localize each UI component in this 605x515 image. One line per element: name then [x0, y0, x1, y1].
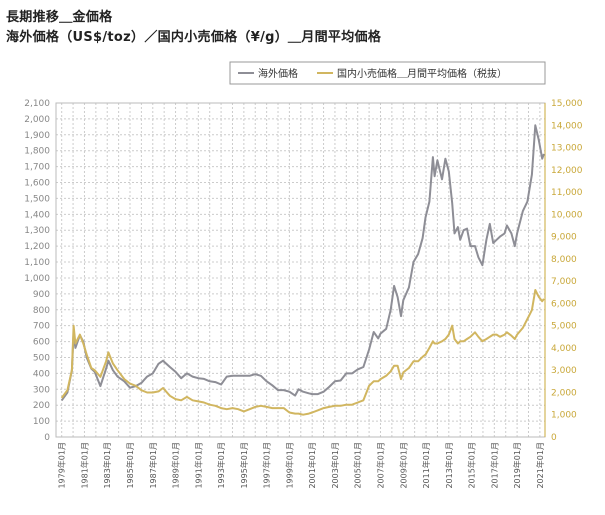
y-right-tick-label: 0 [551, 433, 557, 443]
y-left-tick-label: 2,000 [24, 115, 50, 125]
y-right-tick-label: 8,000 [551, 255, 577, 265]
x-tick-label: 1981年01月 [79, 442, 89, 489]
x-tick-label: 1999年01月 [284, 442, 294, 489]
x-tick-label: 1985年01月 [125, 442, 135, 489]
y-right-tick-label: 6,000 [551, 299, 577, 309]
y-left-tick-label: 1,500 [24, 194, 50, 204]
y-left-tick-label: 1,700 [24, 163, 50, 173]
y-right-tick-label: 15,000 [551, 99, 583, 109]
grid [55, 102, 546, 438]
x-tick-label: 2009年01月 [398, 442, 408, 489]
x-tick-label: 2003年01月 [330, 442, 340, 489]
series-line-2 [60, 289, 545, 416]
legend: 海外価格 国内小売価格＿月間平均価格（税抜） [229, 61, 546, 85]
y-left-tick-label: 200 [33, 401, 50, 411]
y-right-tick-label: 9,000 [551, 233, 577, 243]
y-left-tick-label: 1,200 [24, 242, 50, 252]
y-left-tick-label: 1,900 [24, 131, 50, 141]
legend-label: 海外価格 [258, 67, 298, 80]
x-tick-label: 1997年01月 [262, 442, 272, 489]
x-tick-label: 1991年01月 [193, 442, 203, 489]
y-left-tick-label: 1,100 [24, 258, 50, 268]
x-tick-label: 2005年01月 [353, 442, 363, 489]
series-line-1 [60, 124, 545, 401]
chart-title: 長期推移＿金価格 [6, 10, 113, 25]
x-tick-label: 1987年01月 [148, 442, 158, 489]
y-left-tick-label: 100 [33, 417, 50, 427]
legend-label: 国内小売価格＿月間平均価格（税抜） [337, 67, 507, 80]
x-tick-label: 1993年01月 [216, 442, 226, 489]
y-right-tick-label: 3,000 [551, 366, 577, 376]
y-left-tick-label: 400 [33, 369, 50, 379]
y-right-tick-label: 13,000 [551, 144, 583, 154]
y-right-tick-label: 7,000 [551, 277, 577, 287]
y-right-tick-label: 12,000 [551, 166, 583, 176]
y-right-tick-label: 5,000 [551, 322, 577, 332]
x-tick-label: 2011年01月 [421, 442, 431, 489]
y-left-tick-label: 2,100 [24, 99, 50, 109]
x-tick-label: 2013年01月 [444, 442, 454, 489]
y-left-tick-label: 1,000 [24, 274, 50, 284]
y-right-tick-label: 14,000 [551, 121, 583, 131]
x-tick-label: 2007年01月 [375, 442, 385, 489]
y-right-tick-label: 11,000 [551, 188, 583, 198]
y-left-tick-label: 1,800 [24, 147, 50, 157]
y-left-tick-label: 300 [33, 385, 50, 395]
y-left-tick-label: 0 [44, 433, 50, 443]
y-left-tick-label: 1,400 [24, 210, 50, 220]
x-tick-label: 2015年01月 [467, 442, 477, 489]
y-right-tick-label: 10,000 [551, 210, 583, 220]
y-left-tick-label: 500 [33, 353, 50, 363]
y-left-tick-label: 600 [33, 338, 50, 348]
x-tick-label: 2021年01月 [535, 442, 545, 489]
x-tick-label: 1979年01月 [57, 442, 67, 489]
legend-box [229, 61, 546, 85]
x-tick-label: 1995年01月 [239, 442, 249, 489]
axes: 0 100 200 300 400 500 600 700 800 900 1,000 1,100 1,… [24, 99, 583, 489]
y-left-tick-label: 700 [33, 322, 50, 332]
chart-subtitle: 海外価格（US$/toz）／国内小売価格（¥/g）＿月間平均価格 [6, 30, 382, 45]
x-tick-label: 2019年01月 [512, 442, 522, 489]
y-left-tick-label: 1,300 [24, 226, 50, 236]
x-tick-label: 1989年01月 [171, 442, 181, 489]
y-left-tick-label: 900 [33, 290, 50, 300]
y-right-tick-label: 4,000 [551, 344, 577, 354]
x-tick-label: 2001年01月 [307, 442, 317, 489]
y-right-tick-label: 1,000 [551, 411, 577, 421]
x-tick-label: 1983年01月 [102, 442, 112, 489]
series-lines [60, 124, 545, 416]
x-tick-label: 2017年01月 [489, 442, 499, 489]
y-left-tick-label: 1,600 [24, 179, 50, 189]
y-right-tick-label: 2,000 [551, 388, 577, 398]
y-left-tick-label: 800 [33, 306, 50, 316]
